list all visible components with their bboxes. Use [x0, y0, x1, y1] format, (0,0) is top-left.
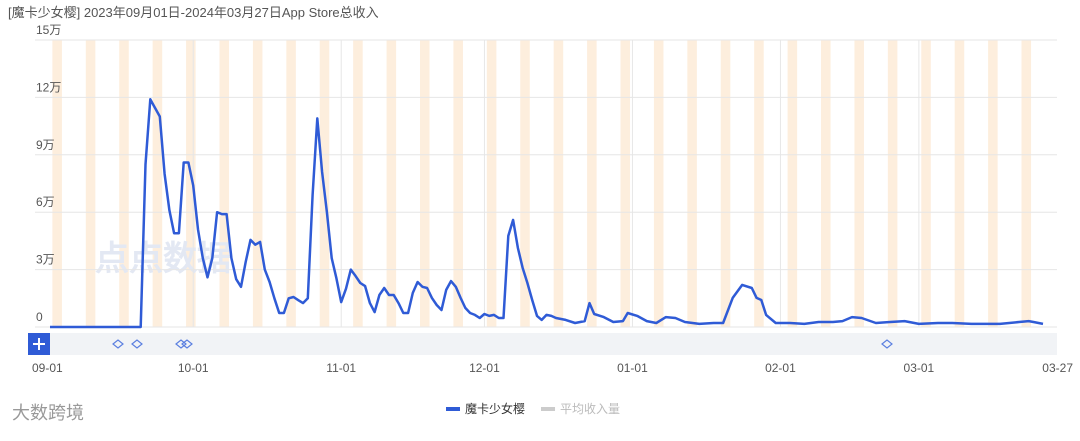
weekend-band — [854, 40, 864, 327]
weekend-band — [85, 40, 96, 327]
x-tick-label: 10-01 — [178, 361, 209, 375]
weekend-band — [954, 40, 965, 327]
legend-swatch — [541, 407, 556, 411]
y-tick-label: 15万 — [36, 23, 61, 37]
x-tick-label: 12-01 — [469, 361, 500, 375]
legend-label: 平均收入量 — [560, 402, 620, 416]
event-markers — [112, 339, 893, 349]
weekend-band — [988, 40, 998, 327]
weekend-band — [520, 40, 530, 327]
y-tick-label: 0 — [36, 310, 43, 324]
y-tick-label: 6万 — [36, 195, 55, 209]
weekend-band — [754, 40, 764, 327]
x-tick-label: 11-01 — [326, 361, 356, 375]
weekend-band — [1021, 40, 1032, 327]
chart-title: [魔卡少女樱] 2023年09月01日-2024年03月27日App Store… — [8, 5, 379, 20]
y-tick-label: 9万 — [36, 138, 55, 152]
weekend-band — [119, 40, 129, 327]
weekend-band — [252, 40, 263, 327]
weekend-band — [553, 40, 564, 327]
y-tick-label: 3万 — [36, 253, 55, 267]
weekend-band — [386, 40, 397, 327]
weekend-band — [587, 40, 597, 327]
weekend-band — [52, 40, 62, 327]
weekend-band — [286, 40, 296, 327]
add-icon — [33, 338, 45, 350]
weekend-band — [687, 40, 697, 327]
watermark: 点点数据 — [95, 240, 231, 278]
weekend-band — [787, 40, 798, 327]
x-tick-label: 03-27 — [1042, 361, 1073, 375]
event-band — [28, 333, 1057, 355]
weekend-band — [620, 40, 631, 327]
x-tick-label: 09-01 — [32, 361, 63, 375]
weekend-band — [887, 40, 898, 327]
weekend-band — [219, 40, 230, 327]
weekend-band — [821, 40, 831, 327]
series-line — [50, 98, 1044, 329]
weekend-band — [486, 40, 497, 327]
weekend-band — [353, 40, 363, 327]
y-tick-label: 12万 — [36, 80, 61, 94]
weekend-band — [453, 40, 463, 327]
weekend-band — [921, 40, 931, 327]
legend-label: 魔卡少女樱 — [465, 401, 525, 416]
weekend-band — [152, 40, 163, 327]
weekend-band — [653, 40, 664, 327]
x-tick-label: 01-01 — [617, 361, 648, 375]
weekend-band — [419, 40, 430, 327]
watermark: 大数跨境 — [12, 403, 84, 423]
legend-swatch — [446, 407, 460, 411]
weekend-band — [186, 40, 196, 327]
weekend-band — [720, 40, 731, 327]
x-tick-label: 03-01 — [904, 361, 935, 375]
x-tick-label: 02-01 — [765, 361, 796, 375]
